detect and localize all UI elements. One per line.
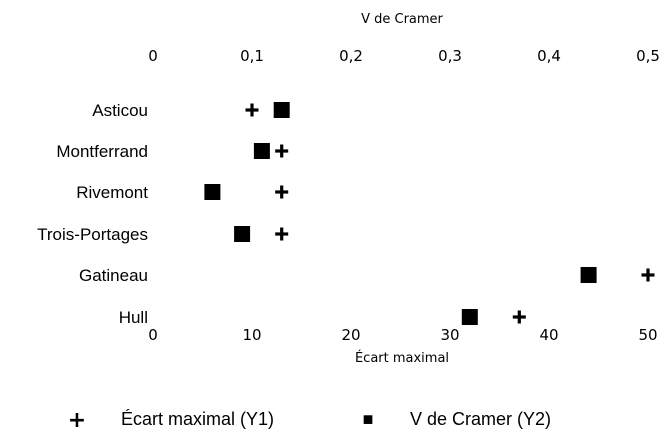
category-label: Montferrand bbox=[56, 142, 148, 161]
top-tick-label: 0,1 bbox=[240, 47, 264, 65]
category-label: Gatineau bbox=[79, 266, 148, 285]
bottom-tick-label: 40 bbox=[539, 326, 558, 344]
ecart-plus-point bbox=[275, 185, 289, 199]
ecart-plus-point bbox=[512, 310, 526, 324]
category-label: Hull bbox=[119, 308, 148, 327]
ecart-plus-point bbox=[275, 144, 289, 158]
bottom-tick-label: 20 bbox=[341, 326, 360, 344]
top-axis-title: V de Cramer bbox=[361, 12, 443, 27]
ecart-plus-point bbox=[275, 227, 289, 241]
top-axis-ticks: 0 0,1 0,2 0,3 0,4 0,5 bbox=[148, 47, 660, 65]
legend-plus-icon: + bbox=[68, 408, 86, 433]
bottom-tick-label: 0 bbox=[148, 326, 158, 344]
cramer-square-point bbox=[273, 102, 290, 118]
bottom-axis-ticks: 0 10 20 30 40 50 bbox=[148, 326, 657, 344]
category-label: Trois-Portages bbox=[37, 225, 148, 244]
data-marks bbox=[204, 102, 655, 325]
cramer-square-point bbox=[234, 226, 251, 242]
cramer-square-point bbox=[580, 267, 597, 283]
category-label: Rivemont bbox=[76, 183, 148, 202]
ecart-plus-point bbox=[641, 268, 655, 282]
top-tick-label: 0,3 bbox=[438, 47, 462, 65]
top-tick-label: 0,4 bbox=[537, 47, 561, 65]
category-labels: Asticou Montferrand Rivemont Trois-Portages… bbox=[37, 101, 148, 327]
top-tick-label: 0,5 bbox=[636, 47, 660, 65]
cramer-square-point bbox=[204, 184, 221, 200]
cramer-square-point bbox=[461, 309, 478, 325]
legend: + Écart maximal (Y1) ■ V de Cramer (Y2) bbox=[68, 408, 551, 433]
bottom-tick-label: 30 bbox=[440, 326, 459, 344]
bottom-axis-title: Écart maximal bbox=[355, 350, 449, 366]
legend-label-cramer: V de Cramer (Y2) bbox=[410, 409, 551, 429]
bottom-tick-label: 50 bbox=[638, 326, 657, 344]
top-tick-label: 0 bbox=[148, 47, 158, 65]
ecart-plus-point bbox=[245, 103, 259, 117]
bottom-tick-label: 10 bbox=[242, 326, 261, 344]
legend-label-ecart: Écart maximal (Y1) bbox=[121, 409, 274, 429]
category-label: Asticou bbox=[92, 101, 148, 120]
cramer-square-point bbox=[253, 143, 270, 159]
legend-square-icon: ■ bbox=[363, 409, 374, 429]
top-tick-label: 0,2 bbox=[339, 47, 363, 65]
